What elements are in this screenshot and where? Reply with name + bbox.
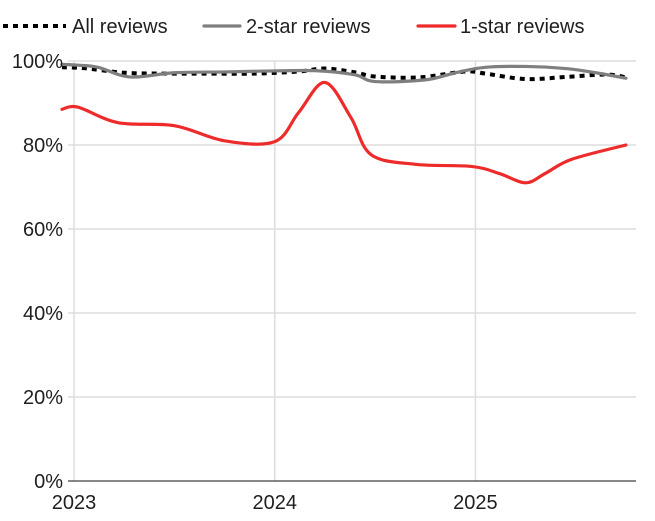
x-tick-label-2025: 2025 — [453, 492, 498, 514]
series-lines — [60, 62, 628, 185]
legend-1-star-reviews-label: 1-star reviews — [460, 16, 584, 38]
y-tick-label-20: 20% — [23, 387, 63, 409]
legend-all-reviews-label: All reviews — [72, 16, 168, 38]
x-tick-label-2024: 2024 — [252, 492, 297, 514]
x-tick-label-2023: 2023 — [52, 492, 97, 514]
legend: All reviews 2-star reviews 1-star review… — [3, 16, 584, 38]
all-reviews-line — [61, 65, 627, 82]
tick-labels: 0% 20% 40% 60% 80% 100% 2023 2024 2025 — [12, 51, 498, 514]
1-star-reviews-line — [60, 80, 628, 185]
y-tick-label-60: 60% — [23, 219, 63, 241]
y-tick-label-80: 80% — [23, 135, 63, 157]
2-star-reviews-line — [60, 62, 628, 84]
y-tick-label-40: 40% — [23, 303, 63, 325]
y-tick-label-100: 100% — [12, 51, 63, 73]
legend-2-star-reviews-label: 2-star reviews — [246, 16, 370, 38]
gridlines — [68, 60, 636, 481]
y-tick-label-0: 0% — [34, 471, 63, 493]
